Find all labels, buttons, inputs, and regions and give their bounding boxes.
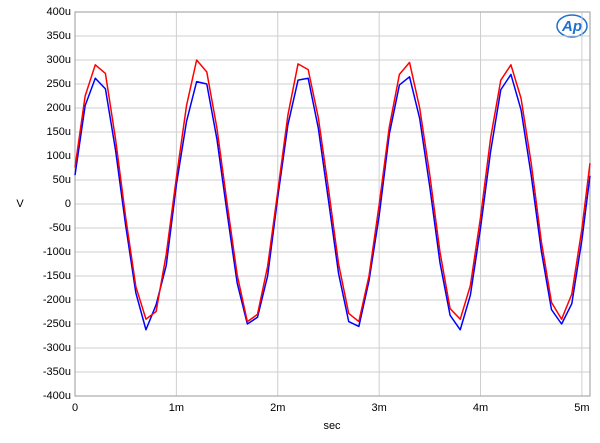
y-tick-label: 50u — [53, 174, 71, 186]
y-tick-label: -150u — [43, 270, 71, 282]
y-tick-label: -350u — [43, 366, 71, 378]
y-tick-label: 150u — [47, 126, 71, 138]
y-tick-label: 200u — [47, 102, 71, 114]
x-tick-label: 0 — [72, 402, 78, 414]
x-tick-label: 2m — [270, 402, 285, 414]
logo-ring — [556, 14, 588, 38]
y-tick-label: 300u — [47, 54, 71, 66]
plot-frame — [74, 11, 591, 397]
y-tick-label: 350u — [47, 30, 71, 42]
y-tick-label: -300u — [43, 342, 71, 354]
x-tick-label: 1m — [169, 402, 184, 414]
x-axis-label: sec — [323, 420, 341, 432]
y-tick-label: -400u — [43, 390, 71, 402]
y-tick-label: -100u — [43, 246, 71, 258]
series-line — [74, 73, 591, 331]
y-axis-label: V — [16, 198, 24, 210]
x-tick-label: 4m — [473, 402, 488, 414]
logo: Ap — [561, 18, 582, 35]
series-line — [74, 59, 591, 323]
y-tick-label: 250u — [47, 78, 71, 90]
y-tick-label: 400u — [47, 6, 71, 18]
x-tick-label: 5m — [574, 402, 589, 414]
y-tick-label: -250u — [43, 318, 71, 330]
y-tick-label: 100u — [47, 150, 71, 162]
y-tick-label: -200u — [43, 294, 71, 306]
y-tick-label: 0 — [65, 198, 71, 210]
x-tick-label: 3m — [371, 402, 386, 414]
y-tick-label: -50u — [49, 222, 71, 234]
